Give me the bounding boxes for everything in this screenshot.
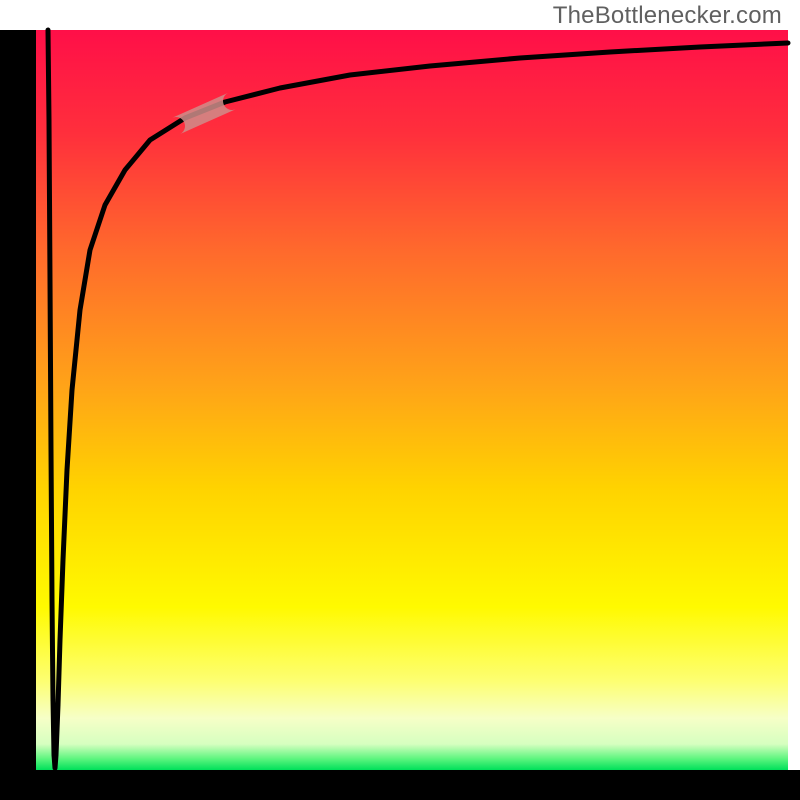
bottleneck-chart (0, 0, 800, 800)
chart-container: TheBottlenecker.com (0, 0, 800, 800)
x-axis (0, 770, 800, 800)
y-axis (0, 30, 36, 800)
